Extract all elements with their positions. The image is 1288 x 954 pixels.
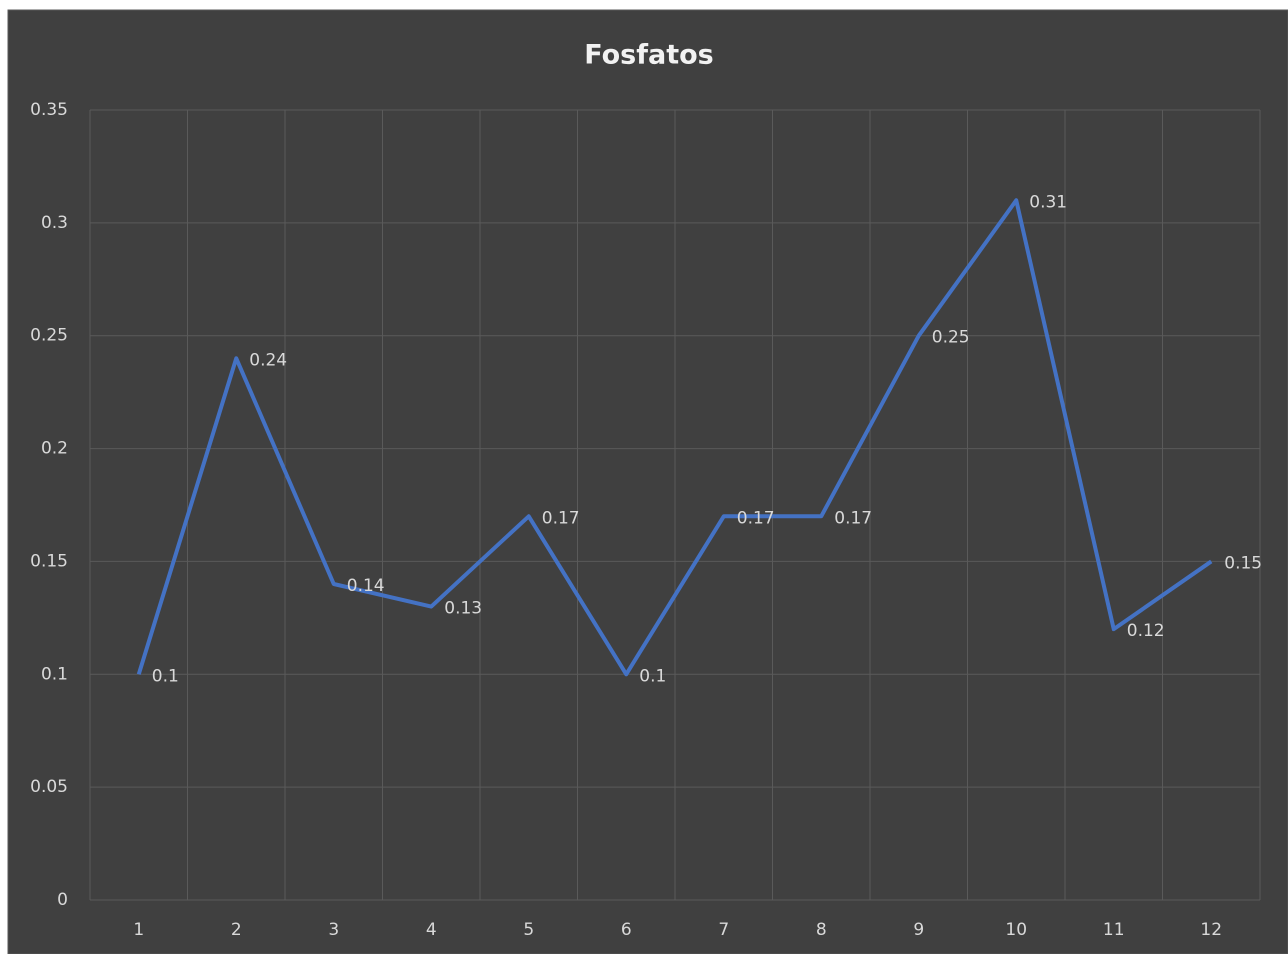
x-tick-label: 9 bbox=[913, 920, 924, 940]
x-tick-label: 7 bbox=[718, 920, 729, 940]
data-label: 0.14 bbox=[347, 576, 385, 596]
y-tick-label: 0.2 bbox=[41, 439, 68, 459]
x-tick-label: 1 bbox=[133, 920, 144, 940]
line-series bbox=[136, 198, 1213, 677]
x-tick-label: 11 bbox=[1103, 920, 1125, 940]
y-tick-label: 0.25 bbox=[30, 326, 68, 346]
chart-title: Fosfatos bbox=[584, 40, 713, 71]
x-tick-label: 10 bbox=[1005, 920, 1027, 940]
data-label: 0.15 bbox=[1224, 553, 1262, 573]
x-tick-label: 2 bbox=[231, 920, 242, 940]
y-tick-label: 0.15 bbox=[30, 551, 68, 571]
chart-background bbox=[7, 9, 1288, 954]
data-label: 0.1 bbox=[152, 666, 179, 686]
data-label: 0.17 bbox=[737, 508, 775, 528]
y-tick-label: 0.05 bbox=[30, 777, 68, 797]
y-tick-label: 0.1 bbox=[41, 664, 68, 684]
data-label: 0.13 bbox=[444, 599, 482, 619]
data-label: 0.17 bbox=[834, 508, 872, 528]
data-label: 0.31 bbox=[1029, 192, 1067, 212]
data-label: 0.24 bbox=[249, 350, 287, 370]
x-tick-label: 8 bbox=[816, 920, 827, 940]
x-tick-label: 6 bbox=[621, 920, 632, 940]
y-tick-label: 0.35 bbox=[30, 100, 68, 120]
y-tick-label: 0.3 bbox=[41, 213, 68, 233]
x-tick-label: 5 bbox=[523, 920, 534, 940]
x-tick-label: 4 bbox=[426, 920, 437, 940]
data-label: 0.1 bbox=[639, 666, 666, 686]
x-tick-label: 3 bbox=[328, 920, 339, 940]
data-label: 0.25 bbox=[932, 328, 970, 348]
x-tick-label: 12 bbox=[1200, 920, 1222, 940]
data-label: 0.12 bbox=[1127, 621, 1165, 641]
y-tick-label: 0 bbox=[57, 890, 68, 910]
data-label: 0.17 bbox=[542, 508, 580, 528]
